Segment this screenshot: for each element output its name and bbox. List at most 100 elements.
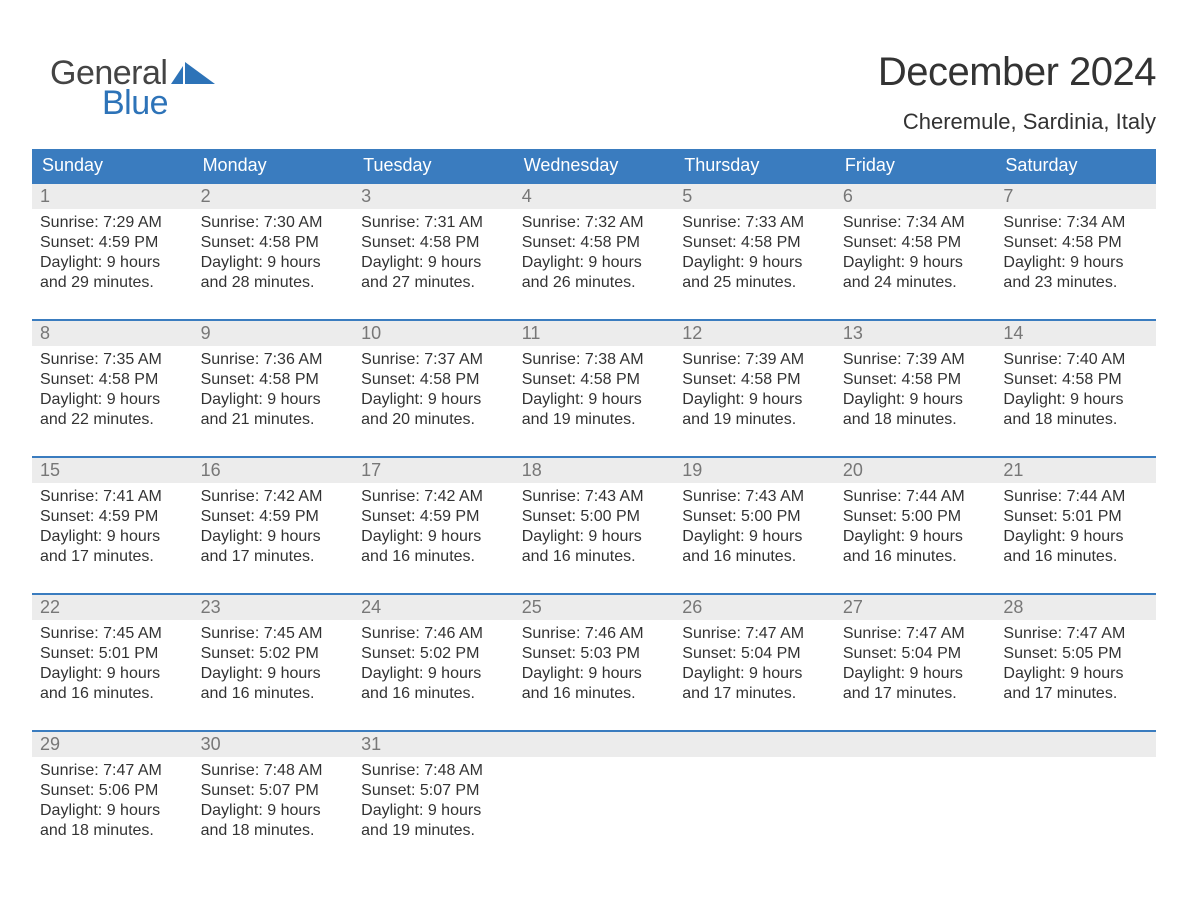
daylight-text: and 16 minutes. bbox=[522, 684, 667, 704]
day-number: 24 bbox=[353, 595, 514, 620]
daylight-text: Daylight: 9 hours bbox=[1003, 253, 1148, 273]
sunrise-text: Sunrise: 7:45 AM bbox=[201, 624, 346, 644]
sunrise-text: Sunrise: 7:42 AM bbox=[361, 487, 506, 507]
day-number: 31 bbox=[353, 732, 514, 757]
daylight-text: Daylight: 9 hours bbox=[201, 253, 346, 273]
daylight-text: Daylight: 9 hours bbox=[1003, 527, 1148, 547]
daylight-text: Daylight: 9 hours bbox=[682, 390, 827, 410]
header: General Blue December 2024 Cheremule, Sa… bbox=[32, 50, 1156, 135]
daylight-text: and 16 minutes. bbox=[682, 547, 827, 567]
day-cell: Sunrise: 7:47 AMSunset: 5:06 PMDaylight:… bbox=[32, 757, 193, 845]
day-number: 29 bbox=[32, 732, 193, 757]
daylight-text: and 16 minutes. bbox=[201, 684, 346, 704]
sunrise-text: Sunrise: 7:47 AM bbox=[1003, 624, 1148, 644]
sunset-text: Sunset: 4:59 PM bbox=[40, 233, 185, 253]
weekday-header: Friday bbox=[835, 149, 996, 182]
sunrise-text: Sunrise: 7:47 AM bbox=[40, 761, 185, 781]
daylight-text: and 27 minutes. bbox=[361, 273, 506, 293]
daylight-text: and 17 minutes. bbox=[843, 684, 988, 704]
day-cell: Sunrise: 7:34 AMSunset: 4:58 PMDaylight:… bbox=[995, 209, 1156, 297]
day-cell: Sunrise: 7:29 AMSunset: 4:59 PMDaylight:… bbox=[32, 209, 193, 297]
daylight-text: Daylight: 9 hours bbox=[40, 253, 185, 273]
day-number: 27 bbox=[835, 595, 996, 620]
sunrise-text: Sunrise: 7:34 AM bbox=[1003, 213, 1148, 233]
sunset-text: Sunset: 5:03 PM bbox=[522, 644, 667, 664]
daylight-text: Daylight: 9 hours bbox=[361, 527, 506, 547]
day-number: 28 bbox=[995, 595, 1156, 620]
sunset-text: Sunset: 4:58 PM bbox=[843, 233, 988, 253]
daylight-text: Daylight: 9 hours bbox=[1003, 390, 1148, 410]
day-cell: Sunrise: 7:41 AMSunset: 4:59 PMDaylight:… bbox=[32, 483, 193, 571]
day-cell: Sunrise: 7:44 AMSunset: 5:00 PMDaylight:… bbox=[835, 483, 996, 571]
sunset-text: Sunset: 4:58 PM bbox=[361, 370, 506, 390]
day-number: 2 bbox=[193, 184, 354, 209]
day-cell: Sunrise: 7:39 AMSunset: 4:58 PMDaylight:… bbox=[674, 346, 835, 434]
brand-logo: General Blue bbox=[50, 56, 215, 120]
sunset-text: Sunset: 5:07 PM bbox=[361, 781, 506, 801]
sunrise-text: Sunrise: 7:46 AM bbox=[522, 624, 667, 644]
day-number: 22 bbox=[32, 595, 193, 620]
calendar-week: 293031Sunrise: 7:47 AMSunset: 5:06 PMDay… bbox=[32, 730, 1156, 845]
sunrise-text: Sunrise: 7:34 AM bbox=[843, 213, 988, 233]
daylight-text: Daylight: 9 hours bbox=[201, 390, 346, 410]
sunset-text: Sunset: 5:01 PM bbox=[1003, 507, 1148, 527]
day-cell: Sunrise: 7:42 AMSunset: 4:59 PMDaylight:… bbox=[353, 483, 514, 571]
day-number: 3 bbox=[353, 184, 514, 209]
daylight-text: and 18 minutes. bbox=[201, 821, 346, 841]
day-cell: Sunrise: 7:47 AMSunset: 5:05 PMDaylight:… bbox=[995, 620, 1156, 708]
daylight-text: and 16 minutes. bbox=[522, 547, 667, 567]
daylight-text: and 16 minutes. bbox=[1003, 547, 1148, 567]
day-number-row: 22232425262728 bbox=[32, 595, 1156, 620]
daylight-text: and 16 minutes. bbox=[361, 547, 506, 567]
sunset-text: Sunset: 4:58 PM bbox=[201, 370, 346, 390]
day-cell: Sunrise: 7:43 AMSunset: 5:00 PMDaylight:… bbox=[514, 483, 675, 571]
daylight-text: and 16 minutes. bbox=[40, 684, 185, 704]
daylight-text: and 23 minutes. bbox=[1003, 273, 1148, 293]
day-cell: Sunrise: 7:47 AMSunset: 5:04 PMDaylight:… bbox=[674, 620, 835, 708]
sunrise-text: Sunrise: 7:44 AM bbox=[843, 487, 988, 507]
sunset-text: Sunset: 5:01 PM bbox=[40, 644, 185, 664]
sunset-text: Sunset: 4:58 PM bbox=[682, 233, 827, 253]
daylight-text: and 21 minutes. bbox=[201, 410, 346, 430]
sunrise-text: Sunrise: 7:44 AM bbox=[1003, 487, 1148, 507]
daylight-text: and 22 minutes. bbox=[40, 410, 185, 430]
sunset-text: Sunset: 5:04 PM bbox=[682, 644, 827, 664]
day-number: 20 bbox=[835, 458, 996, 483]
day-cell bbox=[835, 757, 996, 845]
sunset-text: Sunset: 5:07 PM bbox=[201, 781, 346, 801]
day-number-row: 293031 bbox=[32, 732, 1156, 757]
day-number: 21 bbox=[995, 458, 1156, 483]
daylight-text: Daylight: 9 hours bbox=[682, 664, 827, 684]
calendar-week: 891011121314Sunrise: 7:35 AMSunset: 4:58… bbox=[32, 319, 1156, 434]
day-cell: Sunrise: 7:33 AMSunset: 4:58 PMDaylight:… bbox=[674, 209, 835, 297]
day-number bbox=[514, 732, 675, 757]
sunrise-text: Sunrise: 7:39 AM bbox=[682, 350, 827, 370]
day-number: 25 bbox=[514, 595, 675, 620]
sunrise-text: Sunrise: 7:42 AM bbox=[201, 487, 346, 507]
sunset-text: Sunset: 4:59 PM bbox=[201, 507, 346, 527]
daylight-text: Daylight: 9 hours bbox=[522, 390, 667, 410]
sunrise-text: Sunrise: 7:33 AM bbox=[682, 213, 827, 233]
daylight-text: and 19 minutes. bbox=[522, 410, 667, 430]
sunrise-text: Sunrise: 7:46 AM bbox=[361, 624, 506, 644]
sunrise-text: Sunrise: 7:31 AM bbox=[361, 213, 506, 233]
day-number: 16 bbox=[193, 458, 354, 483]
daylight-text: and 24 minutes. bbox=[843, 273, 988, 293]
day-number: 17 bbox=[353, 458, 514, 483]
daylight-text: and 28 minutes. bbox=[201, 273, 346, 293]
weekday-header: Monday bbox=[193, 149, 354, 182]
weekday-header: Sunday bbox=[32, 149, 193, 182]
daylight-text: and 17 minutes. bbox=[1003, 684, 1148, 704]
daylight-text: Daylight: 9 hours bbox=[40, 527, 185, 547]
title-block: December 2024 Cheremule, Sardinia, Italy bbox=[878, 50, 1156, 135]
daylight-text: and 19 minutes. bbox=[682, 410, 827, 430]
sunset-text: Sunset: 5:04 PM bbox=[843, 644, 988, 664]
sunrise-text: Sunrise: 7:48 AM bbox=[201, 761, 346, 781]
daylight-text: Daylight: 9 hours bbox=[843, 390, 988, 410]
daylight-text: and 19 minutes. bbox=[361, 821, 506, 841]
brand-word-2: Blue bbox=[102, 86, 215, 120]
sunset-text: Sunset: 5:06 PM bbox=[40, 781, 185, 801]
day-number: 19 bbox=[674, 458, 835, 483]
sunrise-text: Sunrise: 7:43 AM bbox=[522, 487, 667, 507]
daylight-text: Daylight: 9 hours bbox=[361, 390, 506, 410]
